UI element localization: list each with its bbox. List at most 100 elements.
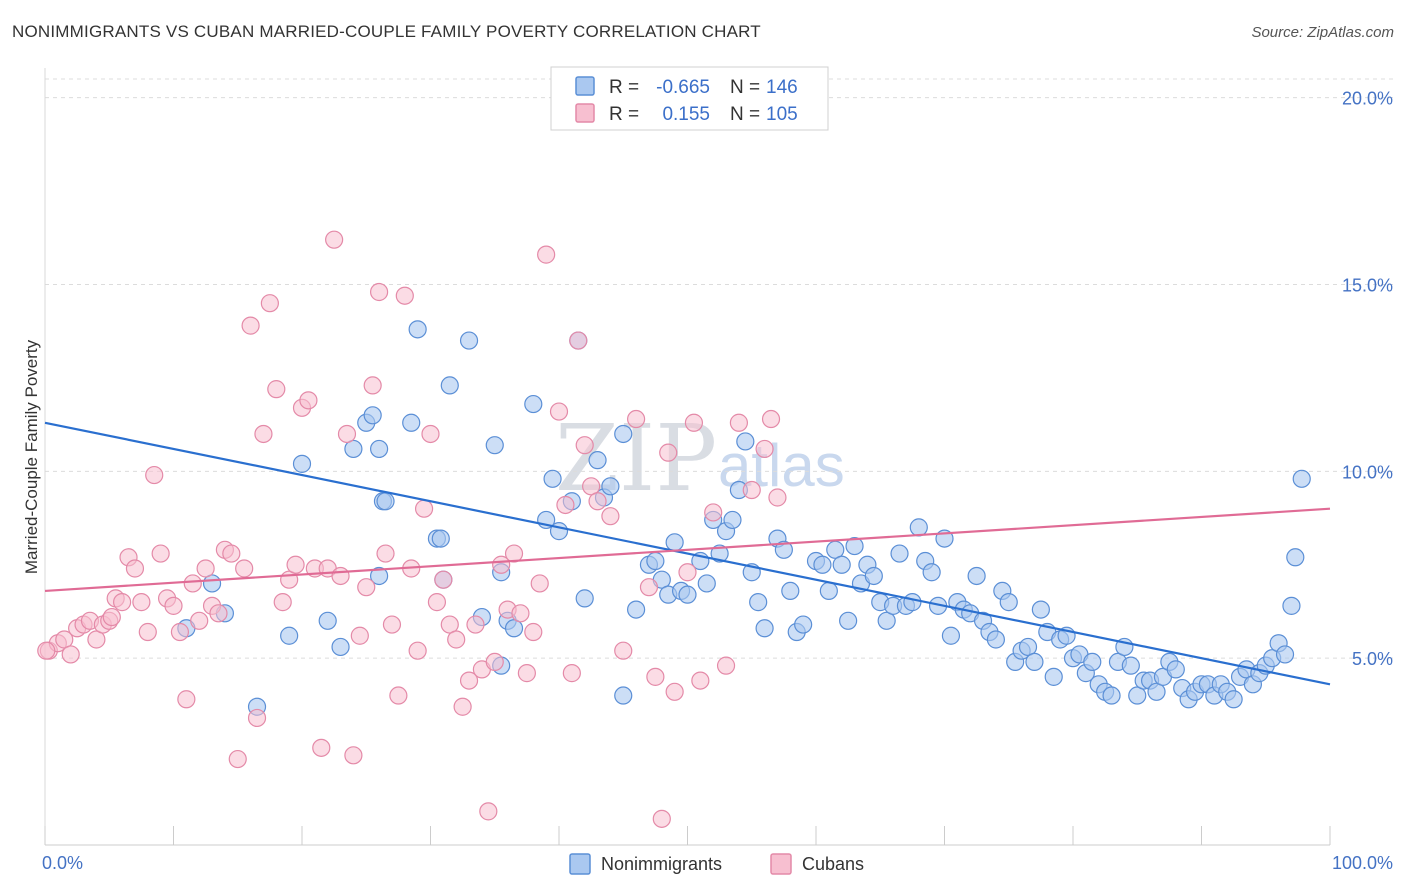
data-point-cubans <box>588 492 607 511</box>
data-point-nonimmigrants <box>459 331 479 350</box>
data-point-cubans <box>652 809 671 828</box>
data-point-cubans <box>132 593 151 612</box>
data-point-nonimmigrants <box>1128 686 1147 705</box>
data-point-cubans <box>395 286 414 305</box>
data-point-nonimmigrants <box>280 626 299 645</box>
data-point-nonimmigrants <box>402 413 421 432</box>
data-point-nonimmigrants <box>408 320 427 339</box>
data-point-cubans <box>716 656 736 675</box>
data-point-cubans <box>183 574 202 593</box>
data-point-nonimmigrants <box>331 637 350 657</box>
data-point-nonimmigrants <box>774 540 793 559</box>
data-point-cubans <box>614 641 633 660</box>
data-point-nonimmigrants <box>614 686 633 705</box>
data-point-nonimmigrants <box>1025 652 1044 672</box>
data-point-nonimmigrants <box>1018 637 1038 657</box>
data-point-nonimmigrants <box>697 574 716 593</box>
data-point-nonimmigrants <box>504 619 524 638</box>
data-point-cubans <box>267 380 286 399</box>
data-point-cubans <box>370 282 389 302</box>
data-point-cubans <box>357 578 376 597</box>
data-point-cubans <box>453 697 472 716</box>
data-point-cubans <box>331 566 350 586</box>
data-point-cubans <box>447 630 466 649</box>
data-point-nonimmigrants <box>370 566 389 586</box>
x-tick-label: 100.0% <box>1332 853 1393 873</box>
data-point-nonimmigrants <box>736 432 755 451</box>
data-point-cubans <box>376 544 395 563</box>
data-point-cubans <box>768 488 787 507</box>
data-point-cubans <box>37 641 56 660</box>
data-point-nonimmigrants <box>1292 469 1311 488</box>
data-point-nonimmigrants <box>839 611 858 630</box>
data-point-nonimmigrants <box>626 600 646 619</box>
data-point-nonimmigrants <box>1282 596 1301 615</box>
data-point-cubans <box>485 652 504 672</box>
data-point-nonimmigrants <box>1166 660 1185 679</box>
data-point-cubans <box>286 555 305 574</box>
data-point-cubans <box>479 802 498 821</box>
data-point-cubans <box>209 604 228 623</box>
data-point-nonimmigrants <box>813 555 832 574</box>
data-point-cubans <box>742 480 761 500</box>
data-point-cubans <box>517 664 536 683</box>
data-point-nonimmigrants <box>588 451 607 470</box>
data-point-cubans <box>164 596 183 615</box>
data-point-cubans <box>55 630 74 649</box>
data-point-cubans <box>273 593 292 612</box>
data-point-nonimmigrants <box>903 593 922 612</box>
data-point-nonimmigrants <box>1083 652 1102 672</box>
data-point-nonimmigrants <box>646 551 665 571</box>
data-point-cubans <box>112 593 132 612</box>
data-point-nonimmigrants <box>431 529 450 548</box>
data-point-nonimmigrants <box>890 544 909 563</box>
data-point-nonimmigrants <box>440 376 459 395</box>
bottom-legend-label-nonimmigrants: Nonimmigrants <box>601 854 722 874</box>
axes <box>44 68 1331 846</box>
legend-n-value: 146 <box>766 77 798 98</box>
data-point-cubans <box>569 331 588 350</box>
y-tick-label: 15.0% <box>1342 276 1393 296</box>
y-axis-label: Married-Couple Family Poverty <box>22 339 41 574</box>
legend-box <box>550 66 829 131</box>
data-point-nonimmigrants <box>601 477 620 496</box>
data-point-nonimmigrants <box>575 589 594 608</box>
data-point-cubans <box>427 593 447 612</box>
data-point-nonimmigrants <box>543 469 562 488</box>
source-label: Source: ZipAtlas.com <box>1251 24 1394 41</box>
correlation-legend: R = -0.665 N = 146 R = 0.155 N = 105 <box>550 66 829 131</box>
data-point-nonimmigrants <box>1102 686 1121 705</box>
data-point-nonimmigrants <box>1147 682 1166 701</box>
data-point-nonimmigrants <box>1031 600 1050 619</box>
data-point-nonimmigrants <box>318 611 337 630</box>
y-tick-label: 5.0% <box>1352 649 1393 669</box>
y-tick-label: 20.0% <box>1342 89 1393 109</box>
data-point-cubans <box>421 424 440 444</box>
trend-line-cubans <box>44 507 1331 593</box>
data-point-cubans <box>440 615 459 634</box>
data-point-nonimmigrants <box>1286 548 1305 567</box>
legend-n-value: 105 <box>766 104 798 125</box>
data-point-nonimmigrants <box>909 518 928 537</box>
data-point-cubans <box>549 402 569 421</box>
data-point-cubans <box>254 424 273 444</box>
data-point-nonimmigrants <box>370 439 389 459</box>
data-point-nonimmigrants <box>967 566 986 586</box>
data-point-nonimmigrants <box>665 533 684 552</box>
bottom-legend-swatch-nonimmigrants <box>569 853 591 875</box>
data-point-cubans <box>408 641 427 660</box>
data-point-nonimmigrants <box>749 593 768 612</box>
data-point-cubans <box>350 626 369 645</box>
data-point-nonimmigrants <box>986 630 1006 649</box>
legend-swatch-cubans <box>575 103 595 123</box>
legend-r-label: R = <box>609 77 639 98</box>
data-point-cubans <box>389 686 408 705</box>
data-point-cubans <box>247 708 267 728</box>
series-nonimmigrants <box>177 320 1311 716</box>
y-tick-label: 10.0% <box>1342 462 1393 482</box>
data-point-nonimmigrants <box>845 536 864 556</box>
data-point-nonimmigrants <box>922 563 941 582</box>
data-point-nonimmigrants <box>1044 667 1063 686</box>
data-point-cubans <box>61 645 80 664</box>
